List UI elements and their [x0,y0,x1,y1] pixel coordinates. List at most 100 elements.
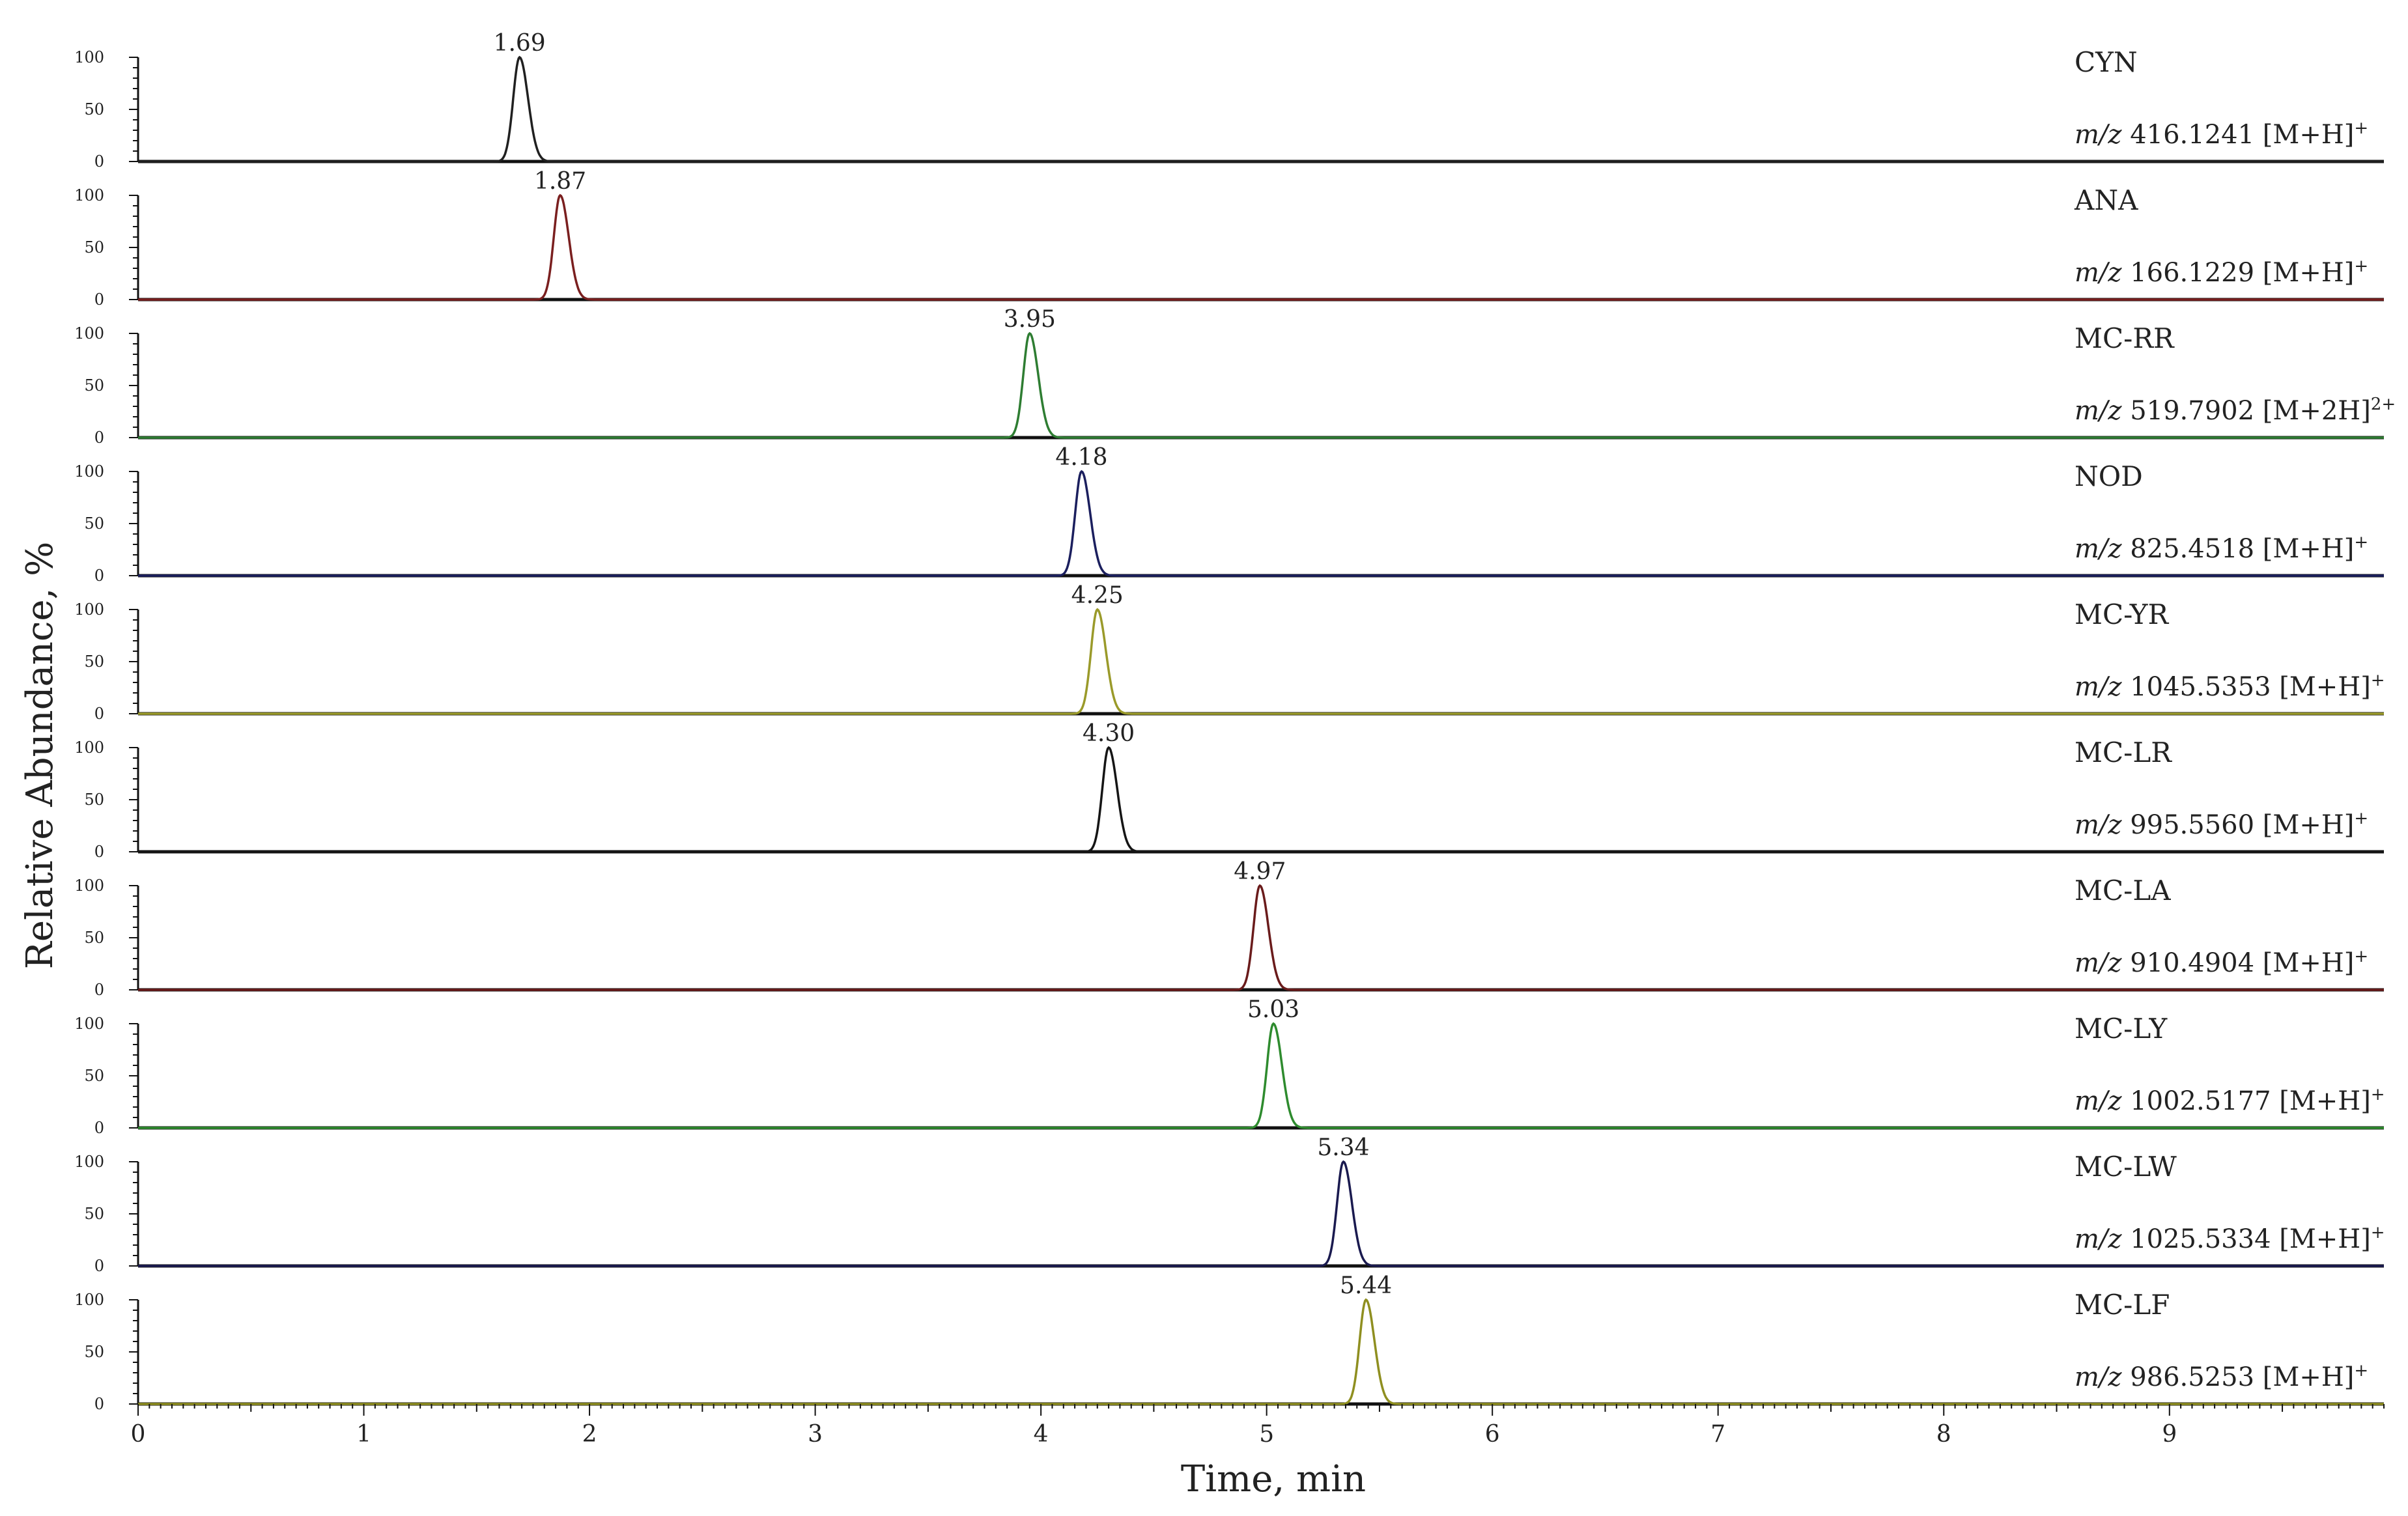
x-axis-title: Time, min [1181,1458,1366,1500]
y-tick-label: 0 [94,843,104,861]
y-tick-label: 0 [94,567,104,585]
x-tick-label: 5 [1259,1421,1274,1448]
y-tick-label: 100 [74,48,104,66]
y-tick-label: 0 [94,1257,104,1275]
charge-superscript: + [2354,1361,2368,1381]
y-tick-label: 100 [74,1015,104,1033]
trace-panel-mc-lf: 0 50 100 5.44 MC-LF m/z 986.5253 [M+H]+ [74,1272,2384,1413]
peak-trace [138,884,2384,991]
x-tick-label: 7 [1710,1421,1725,1448]
mz-label: m/z 1025.5334 [M+H]+ [2075,1223,2385,1254]
mz-label: m/z 910.4904 [M+H]+ [2075,947,2368,978]
analyte-name-label: MC-LF [2075,1289,2170,1321]
analyte-name-label: ANA [2074,184,2138,216]
charge-superscript: + [2354,809,2368,828]
y-tick-label: 50 [84,1205,104,1223]
analyte-name-label: MC-RR [2075,322,2175,354]
charge-superscript: + [2354,947,2368,966]
mz-prefix: m/z [2075,258,2130,288]
mz-value: 910.4904 [M+H] [2130,948,2354,978]
analyte-name-label: MC-LY [2075,1013,2168,1045]
mz-value: 1025.5334 [M+H] [2130,1224,2371,1254]
trace-panel-mc-la: 0 50 100 4.97 MC-LA m/z 910.4904 [M+H]+ [74,858,2384,999]
y-tick-label: 50 [84,1343,104,1361]
analyte-name-label: MC-LR [2075,737,2172,768]
charge-superscript: + [2354,257,2368,276]
mz-prefix: m/z [2075,948,2130,978]
y-tick-label: 100 [74,1291,104,1309]
peak-apex-label: 1.87 [534,168,586,195]
mz-value: 986.5253 [M+H] [2130,1362,2354,1392]
x-tick-label: 1 [356,1421,371,1448]
peak-apex-label: 4.30 [1083,720,1135,747]
peak-trace [138,1022,2384,1129]
analyte-name-label: MC-LA [2075,875,2171,906]
peak-apex-label: 5.34 [1317,1134,1369,1161]
mz-prefix: m/z [2075,120,2130,150]
peak-apex-label: 4.97 [1234,858,1286,885]
trace-panel-nod: 0 50 100 4.18 NOD m/z 825.4518 [M+H]+ [74,444,2384,585]
mz-label: m/z 519.7902 [M+2H]2+ [2075,395,2396,426]
peak-trace [138,193,2384,301]
y-tick-label: 100 [74,1153,104,1171]
mz-value: 166.1229 [M+H] [2130,258,2354,288]
mz-label: m/z 825.4518 [M+H]+ [2075,533,2368,564]
y-tick-label: 50 [84,929,104,947]
mz-prefix: m/z [2075,1362,2130,1392]
charge-superscript: + [2371,1223,2385,1242]
x-tick-label: 4 [1034,1421,1049,1448]
y-tick-label: 50 [84,376,104,395]
mz-value: 1045.5353 [M+H] [2130,672,2371,702]
mz-label: m/z 986.5253 [M+H]+ [2075,1361,2368,1392]
y-tick-label: 100 [74,186,104,204]
analyte-name-label: MC-YR [2075,598,2169,630]
x-axis: 0 1 2 3 4 5 6 7 8 9 [131,1404,2385,1448]
y-tick-label: 0 [94,1395,104,1413]
peak-trace [138,470,2384,577]
y-tick-label: 100 [74,600,104,619]
trace-panel-cyn: 0 50 100 1.69 CYN m/z 416.1241 [M+H]+ [74,30,2384,171]
peak-apex-label: 3.95 [1004,306,1056,333]
mz-value: 1002.5177 [M+H] [2130,1086,2371,1116]
charge-superscript: 2+ [2371,395,2396,414]
peak-trace [138,1160,2384,1267]
y-tick-label: 50 [84,1067,104,1085]
trace-panel-mc-lr: 0 50 100 4.30 MC-LR m/z 995.5560 [M+H]+ [74,720,2384,861]
y-tick-label: 0 [94,705,104,723]
mz-label: m/z 995.5560 [M+H]+ [2075,809,2368,840]
mz-prefix: m/z [2075,396,2130,426]
mz-prefix: m/z [2075,672,2130,702]
analyte-name-label: CYN [2075,46,2138,78]
mz-prefix: m/z [2075,534,2130,564]
mz-value: 995.5560 [M+H] [2130,810,2354,840]
mz-label: m/z 166.1229 [M+H]+ [2075,257,2368,288]
peak-trace [138,331,2384,439]
peak-apex-label: 5.03 [1247,996,1299,1023]
peak-apex-label: 5.44 [1340,1272,1392,1299]
y-tick-label: 50 [84,791,104,809]
y-axis-title: Relative Abundance, % [19,542,61,970]
charge-superscript: + [2371,1085,2385,1104]
peak-apex-label: 1.69 [494,30,546,57]
mz-label: m/z 1045.5353 [M+H]+ [2075,671,2385,702]
y-tick-label: 0 [94,428,104,447]
y-tick-label: 50 [84,514,104,533]
mz-label: m/z 416.1241 [M+H]+ [2075,119,2368,150]
x-tick-label: 8 [1936,1421,1951,1448]
y-tick-label: 0 [94,152,104,171]
trace-panel-mc-rr: 0 50 100 3.95 MC-RR m/z 519.7902 [M+2H]2+ [74,306,2396,447]
peak-trace [138,55,2384,163]
analyte-name-label: NOD [2075,460,2143,492]
y-tick-label: 100 [74,738,104,757]
charge-superscript: + [2354,533,2368,552]
y-tick-label: 0 [94,1119,104,1137]
x-tick-label: 2 [582,1421,597,1448]
y-tick-label: 50 [84,238,104,257]
analyte-name-label: MC-LW [2075,1151,2177,1183]
y-tick-label: 50 [84,100,104,119]
mz-prefix: m/z [2075,1086,2130,1116]
trace-panel-mc-yr: 0 50 100 4.25 MC-YR m/z 1045.5353 [M+H]+ [74,582,2385,723]
trace-panel-mc-lw: 0 50 100 5.34 MC-LW m/z 1025.5334 [M+H]+ [74,1134,2385,1275]
peak-trace [138,746,2384,853]
